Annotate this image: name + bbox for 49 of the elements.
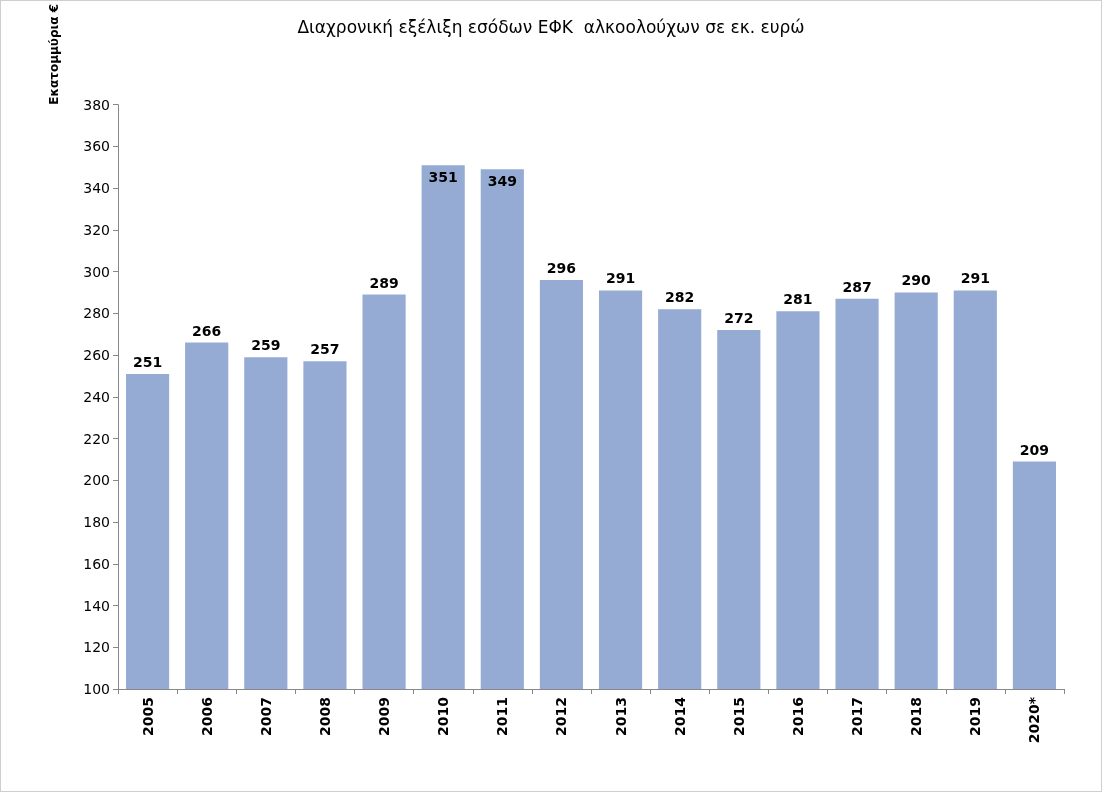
y-tick-label: 320 [83, 221, 110, 238]
data-label: 266 [192, 322, 222, 339]
data-label: 291 [605, 270, 636, 287]
y-tick-label: 380 [83, 96, 110, 113]
chart-title: Διαχρονική εξέλιξη εσόδων ΕΦΚ αλκοολούχων σε εκ. ευρώ [297, 16, 805, 37]
data-label: 282 [665, 289, 695, 306]
y-tick-label: 300 [83, 263, 110, 280]
y-tick-label: 180 [83, 514, 110, 531]
y-tick-label: 100 [83, 681, 110, 697]
x-tick-label: 2016 [789, 697, 806, 736]
data-label: 209 [1019, 441, 1050, 458]
x-tick-label: 2009 [376, 697, 393, 736]
x-tick-label: 2015 [730, 697, 747, 736]
x-tick-label: 2005 [139, 697, 156, 736]
y-axis-title: Εκατομμύρια € [47, 4, 61, 105]
data-label: 287 [842, 278, 872, 295]
y-tick-label: 340 [83, 180, 110, 197]
x-tick-label: 2012 [553, 697, 570, 736]
y-tick-label: 260 [83, 347, 110, 364]
y-tick-label: 220 [83, 430, 110, 447]
y-tick-label: 360 [83, 138, 110, 155]
x-tick-label: 2018 [908, 697, 925, 736]
data-label: 290 [901, 272, 932, 289]
y-tick-label: 160 [83, 555, 110, 572]
x-tick-label: 2007 [257, 697, 274, 736]
x-tick-label: 2019 [967, 697, 984, 736]
data-label: 349 [487, 173, 517, 190]
data-label: 251 [132, 353, 163, 370]
y-tick-label: 140 [83, 597, 110, 614]
x-tick-label: 2020* [1026, 696, 1043, 744]
x-tick-label: 2013 [612, 697, 629, 736]
x-tick-label: 2006 [198, 697, 215, 736]
data-label: 291 [960, 270, 990, 287]
data-label: 351 [428, 169, 458, 186]
y-tick-label: 240 [83, 388, 110, 405]
data-label: 259 [251, 337, 281, 354]
data-label: 272 [724, 310, 754, 327]
x-tick-label: 2014 [671, 696, 688, 736]
x-tick-label: 2008 [316, 697, 333, 736]
y-tick-label: 280 [83, 305, 110, 322]
y-tick-label: 200 [83, 472, 110, 489]
data-label: 296 [546, 259, 577, 276]
data-label: 281 [783, 291, 813, 308]
x-tick-label: 2011 [494, 697, 511, 736]
y-tick-label: 120 [83, 639, 110, 656]
x-tick-label: 2010 [435, 696, 452, 736]
x-tick-label: 2017 [849, 697, 866, 736]
data-label: 289 [369, 274, 399, 291]
data-label: 257 [310, 341, 340, 358]
